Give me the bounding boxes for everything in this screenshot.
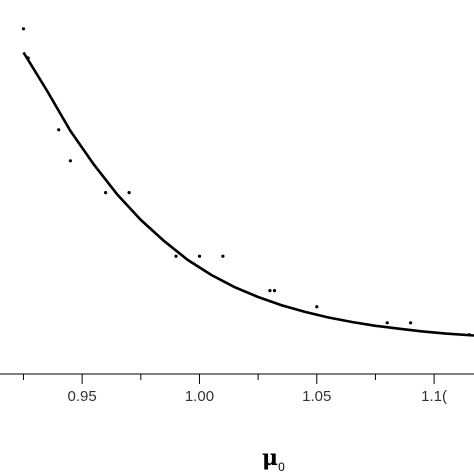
data-point-13 [409, 321, 413, 325]
data-points [21, 27, 471, 337]
x-minor-ticks [22, 374, 376, 380]
x-tick-label-1: 1.00 [185, 388, 214, 405]
fit-curve [22, 51, 474, 337]
data-point-1 [26, 56, 30, 60]
x-axis-label-main: μ [262, 445, 278, 471]
data-point-14 [467, 333, 471, 337]
data-point-2 [57, 128, 61, 132]
x-tick-label-0: 0.95 [68, 388, 97, 405]
x-axis-label: μ0 [262, 445, 285, 474]
data-point-12 [385, 321, 389, 325]
data-point-4 [104, 191, 108, 195]
data-point-11 [315, 305, 319, 309]
data-point-10 [272, 289, 277, 293]
x-major-ticks [81, 374, 435, 384]
x-tick-label-2: 1.05 [302, 388, 331, 405]
data-point-9 [268, 289, 272, 293]
x-axis-label-sub: 0 [278, 460, 285, 474]
x-tick-label-3: 1.1( [421, 388, 447, 405]
x-tick-labels: 0.95 1.00 1.05 1.1( [68, 388, 448, 405]
data-point-8 [221, 254, 225, 258]
data-point-7 [197, 254, 202, 258]
data-point-5 [127, 191, 131, 195]
data-point-3 [68, 159, 72, 163]
data-point-0 [21, 27, 26, 31]
data-point-6 [174, 254, 178, 258]
